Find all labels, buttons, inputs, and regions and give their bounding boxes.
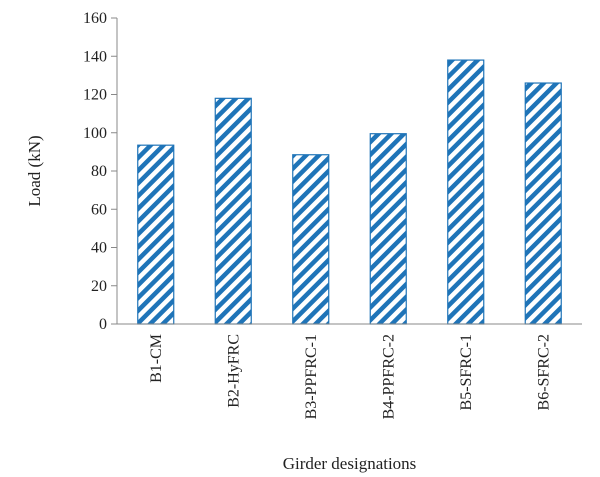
x-axis-ticks: B1-CM B2-HyFRC B3-PPFRC-1 B4-PPFRC-2 B5-SFRC… (148, 334, 553, 419)
y-tick-label: 60 (91, 201, 107, 218)
y-tick-label: 140 (83, 48, 107, 65)
y-tick-label: 20 (91, 278, 107, 295)
x-tick-label: B4-PPFRC-2 (380, 334, 397, 419)
y-axis-title: Load (kN) (25, 135, 44, 206)
bar-b2-hyfrc (214, 97, 252, 325)
bar-b3-ppfrc-1 (292, 154, 330, 325)
y-tick-label: 0 (99, 316, 107, 333)
y-tick-label: 160 (83, 10, 107, 27)
y-axis-ticks: 0 20 40 60 80 100 120 140 160 (83, 10, 117, 333)
bar-b5-sfrc-1 (447, 59, 485, 325)
bar-b6-sfrc-2 (524, 82, 562, 325)
x-axis-title: Girder designations (283, 454, 417, 473)
bar-b4-ppfrc-2 (369, 133, 407, 325)
y-tick-label: 100 (83, 125, 107, 142)
bars-group (137, 59, 562, 325)
x-tick-label: B3-PPFRC-1 (303, 334, 320, 419)
x-tick-label: B6-SFRC-2 (535, 334, 552, 410)
bar-b1-cm (137, 144, 175, 325)
x-tick-label: B5-SFRC-1 (458, 334, 475, 410)
x-tick-label: B1-CM (148, 334, 165, 383)
y-tick-label: 80 (91, 163, 107, 180)
y-tick-label: 40 (91, 240, 107, 257)
y-tick-label: 120 (83, 87, 107, 104)
x-tick-label: B2-HyFRC (225, 334, 242, 408)
